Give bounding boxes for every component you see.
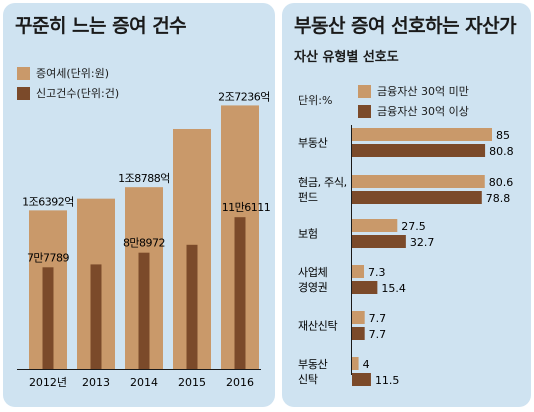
bar-over-30 — [352, 281, 378, 294]
left-legend: 증여세(단위:원) 신고건수(단위:건) — [17, 63, 119, 103]
legend-item-over-30: 금융자산 30억 이상 — [358, 101, 469, 121]
legend-label-over-30: 금융자산 30억 이상 — [377, 105, 469, 118]
bar-over-30 — [352, 191, 482, 204]
data-label-under-30: 80.6 — [489, 176, 514, 189]
bar-over-30 — [352, 144, 486, 157]
right-legend: 금융자산 30억 미만 금융자산 30억 이상 — [358, 81, 469, 121]
data-label-over-30: 78.8 — [486, 192, 511, 205]
legend-swatch-under-30 — [358, 84, 371, 98]
bar-filings — [42, 267, 54, 369]
bar-under-30 — [352, 175, 485, 188]
data-label-over-30: 11.5 — [375, 374, 400, 387]
bar-under-30 — [352, 311, 365, 324]
x-tick-label: 2015 — [178, 376, 206, 389]
left-chart-title: 꾸준히 느는 증여 건수 — [15, 15, 187, 37]
x-tick-label: 2016 — [226, 376, 254, 389]
data-label-gift-tax: 2조7236억 — [218, 90, 270, 103]
data-label-over-30: 15.4 — [381, 282, 406, 295]
legend-item-gift-tax: 증여세(단위:원) — [17, 63, 119, 83]
bar-filings — [138, 252, 150, 369]
category-label: 재산신탁 — [298, 320, 337, 333]
unit-label: 단위:% — [298, 94, 333, 107]
x-tick-label: 2012년 — [29, 376, 67, 389]
x-tick-label: 2013 — [82, 376, 110, 389]
legend-swatch-filings — [17, 86, 30, 100]
category-label: 경영권 — [298, 281, 327, 294]
data-label-over-30: 7.7 — [369, 328, 387, 341]
category-label: 부동산 — [298, 358, 328, 371]
legend-swatch-gift-tax — [17, 66, 30, 80]
data-label-under-30: 7.7 — [369, 312, 387, 325]
data-label-filings: 7만7789 — [27, 251, 70, 264]
bar-filings — [186, 244, 198, 369]
left-chart-panel: 꾸준히 느는 증여 건수 증여세(단위:원) 신고건수(단위:건) 2012년 1… — [3, 3, 275, 407]
data-label-under-30: 27.5 — [401, 220, 426, 233]
x-tick-label: 2014 — [130, 376, 158, 389]
data-label-under-30: 4 — [363, 358, 370, 371]
bar-under-30 — [352, 128, 492, 141]
left-bar-chart: 2012년 1조6392억 7만7789 2013 2014 1조8788억 8만8972 2… — [17, 90, 271, 389]
bar-under-30 — [352, 357, 359, 370]
right-chart-title: 부동산 증여 선호하는 자산가 — [294, 15, 517, 37]
data-label-gift-tax: 1조6392억 — [22, 195, 74, 208]
bar-filings — [90, 264, 102, 369]
bar-under-30 — [352, 265, 365, 278]
right-chart-subtitle: 자산 유형별 선호도 — [294, 50, 399, 65]
data-label-over-30: 32.7 — [410, 236, 435, 249]
data-label-under-30: 7.3 — [368, 266, 386, 279]
category-label: 현금, 주식, — [298, 176, 347, 189]
right-bar-chart: 85 80.8 부동산 80.6 78.8 현금, 주식, 펀드 27.5 32.7 보험 7.3 1… — [298, 125, 514, 387]
legend-label-under-30: 금융자산 30억 미만 — [377, 85, 469, 98]
data-label-filings: 8만8972 — [123, 237, 165, 250]
legend-swatch-over-30 — [358, 104, 371, 118]
legend-label-filings: 신고건수(단위:건) — [36, 87, 120, 100]
bar-over-30 — [352, 327, 365, 340]
data-label-over-30: 80.8 — [489, 145, 514, 158]
data-label-gift-tax: 1조8788억 — [118, 172, 170, 185]
category-label: 신탁 — [298, 373, 318, 386]
legend-item-under-30: 금융자산 30억 미만 — [358, 81, 469, 101]
category-label: 사업체 — [298, 266, 327, 279]
right-chart-panel: 부동산 증여 선호하는 자산가 자산 유형별 선호도 단위:% 금융자산 30억… — [282, 3, 531, 407]
bar-over-30 — [352, 235, 406, 248]
bar-filings — [234, 217, 246, 369]
legend-item-filings: 신고건수(단위:건) — [17, 83, 119, 103]
legend-label-gift-tax: 증여세(단위:원) — [36, 67, 110, 80]
data-label-filings: 11만6111 — [222, 201, 271, 214]
data-label-under-30: 85 — [496, 129, 510, 142]
bar-over-30 — [352, 373, 371, 386]
bar-under-30 — [352, 219, 398, 232]
category-label: 보험 — [298, 228, 318, 241]
category-label: 펀드 — [298, 191, 318, 204]
category-label: 부동산 — [298, 137, 328, 150]
